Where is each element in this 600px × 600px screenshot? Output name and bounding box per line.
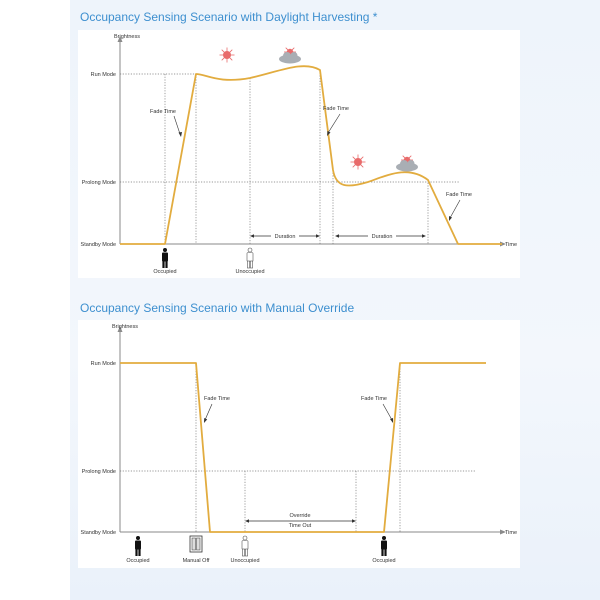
diagram1-panel: Brightness Time Run Mode Prolong Mode St…	[78, 30, 520, 278]
fade-pointer-2	[382, 403, 393, 421]
event-manual-off: Manual Off	[183, 558, 210, 564]
event-unoccupied: Unoccupied	[230, 558, 259, 564]
y-axis-label: Brightness	[112, 324, 138, 330]
fade-label-1: Fade Time	[204, 396, 230, 402]
event-occupied: Occupied	[153, 269, 176, 275]
fade-pointer-3-head	[449, 216, 452, 221]
sun-icon	[219, 47, 235, 63]
fade-pointer-2-head	[390, 418, 393, 423]
unoccupied-person-icon	[241, 535, 249, 557]
fade-pointer-1	[173, 115, 181, 135]
occupied-person-icon	[135, 536, 141, 556]
y-axis-arrow	[117, 326, 123, 332]
duration-arrow-2-left	[335, 234, 339, 238]
event-occupied-1: Occupied	[126, 558, 149, 564]
fade-label-2: Fade Time	[361, 396, 387, 402]
y-axis-arrow	[117, 36, 123, 42]
override-label-line2: Time Out	[289, 523, 312, 529]
duration-arrow-1-right	[316, 234, 320, 238]
fade-label-1: Fade Time	[150, 109, 176, 115]
occupied-person-icon	[162, 248, 168, 268]
override-arrow-right	[352, 519, 356, 523]
fade-label-2: Fade Time	[323, 106, 349, 112]
brightness-curve	[120, 362, 486, 533]
fade-pointer-1-head	[178, 132, 182, 137]
manual-override-diagram: Brightness Time Run Mode Prolong Mode St…	[81, 324, 518, 564]
occupied-person-icon	[381, 536, 387, 556]
fade-pointer-2-head	[327, 131, 331, 136]
duration-label-2: Duration	[372, 234, 393, 240]
level-run-mode: Run Mode	[91, 361, 116, 367]
x-axis-arrow	[500, 241, 506, 247]
fade-pointer-1-head	[204, 418, 208, 423]
override-arrow-left	[245, 519, 249, 523]
x-axis-arrow	[500, 529, 506, 535]
event-unoccupied: Unoccupied	[235, 269, 264, 275]
diagram2-panel: Brightness Time Run Mode Prolong Mode St…	[78, 320, 520, 568]
duration-arrow-1-left	[250, 234, 254, 238]
fade-label-3: Fade Time	[446, 192, 472, 198]
duration-label-bg-2	[368, 232, 396, 240]
level-standby-mode: Standby Mode	[81, 530, 116, 536]
diagram2-title: Occupancy Sensing Scenario with Manual O…	[80, 301, 355, 315]
duration-arrow-2-right	[422, 234, 426, 238]
fade-pointer-2	[327, 113, 341, 134]
x-axis-label: Time	[505, 530, 517, 536]
unoccupied-person-icon	[246, 247, 254, 269]
level-prolong-mode: Prolong Mode	[82, 469, 116, 475]
diagram1-title: Occupancy Sensing Scenario with Daylight…	[80, 10, 378, 24]
level-standby-mode: Standby Mode	[81, 242, 116, 248]
duration-label-bg-1	[271, 232, 299, 240]
level-run-mode: Run Mode	[91, 72, 116, 78]
sun-cloud-icon	[279, 47, 301, 64]
sun-cloud-icon	[396, 155, 418, 172]
fade-pointer-3	[449, 199, 461, 219]
event-occupied-2: Occupied	[372, 558, 395, 564]
override-label-line1: Override	[289, 513, 310, 519]
brightness-curve	[120, 65, 502, 245]
level-prolong-mode: Prolong Mode	[82, 180, 116, 186]
daylight-harvesting-diagram: Brightness Time Run Mode Prolong Mode St…	[81, 34, 518, 275]
y-axis-label: Brightness	[114, 34, 140, 40]
fade-pointer-1	[204, 403, 213, 421]
manual-off-switch-icon	[189, 535, 203, 553]
sun-icon	[350, 154, 366, 170]
x-axis-label: Time	[505, 242, 517, 248]
duration-label-1: Duration	[275, 234, 296, 240]
